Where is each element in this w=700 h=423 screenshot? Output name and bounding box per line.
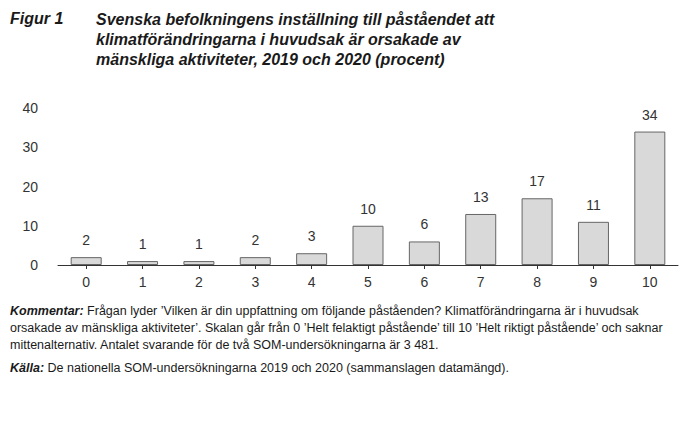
svg-text:17: 17	[529, 173, 545, 189]
svg-text:10: 10	[642, 274, 658, 290]
svg-text:1: 1	[139, 236, 147, 252]
svg-text:30: 30	[22, 139, 38, 155]
svg-text:8: 8	[533, 274, 541, 290]
svg-text:6: 6	[420, 216, 428, 232]
html-text:Svenska befolkningens inställn: Svenska befolkningens inställning till p…	[96, 11, 495, 68]
svg-text:10: 10	[360, 201, 376, 217]
svg-text:13: 13	[473, 189, 489, 205]
svg-text:2: 2	[251, 232, 259, 248]
svg-text:7: 7	[477, 274, 485, 290]
svg-text:2: 2	[195, 274, 203, 290]
html-text:Figur 1: Figur 1	[10, 10, 64, 27]
svg-text:5: 5	[364, 274, 372, 290]
html-text:Kommentar: Frågan lyder ’Vilke: Kommentar: Frågan lyder ’Vilken är din u…	[10, 304, 663, 352]
svg-text:34: 34	[642, 107, 658, 123]
svg-text:1: 1	[195, 236, 203, 252]
svg-text:3: 3	[251, 274, 259, 290]
svg-text:0: 0	[30, 257, 38, 273]
svg-text:9: 9	[590, 274, 598, 290]
svg-text:20: 20	[22, 179, 38, 195]
svg-text:11: 11	[586, 197, 601, 213]
html-text:Källa: De nationella SOM-under: Källa: De nationella SOM-undersökningarn…	[10, 361, 509, 375]
svg-text:6: 6	[420, 274, 428, 290]
svg-text:10: 10	[22, 218, 38, 234]
svg-text:1: 1	[139, 274, 147, 290]
svg-text:4: 4	[308, 274, 316, 290]
svg-text:2: 2	[82, 232, 90, 248]
svg-text:0: 0	[82, 274, 90, 290]
svg-text:3: 3	[308, 228, 316, 244]
svg-text:40: 40	[22, 100, 38, 116]
